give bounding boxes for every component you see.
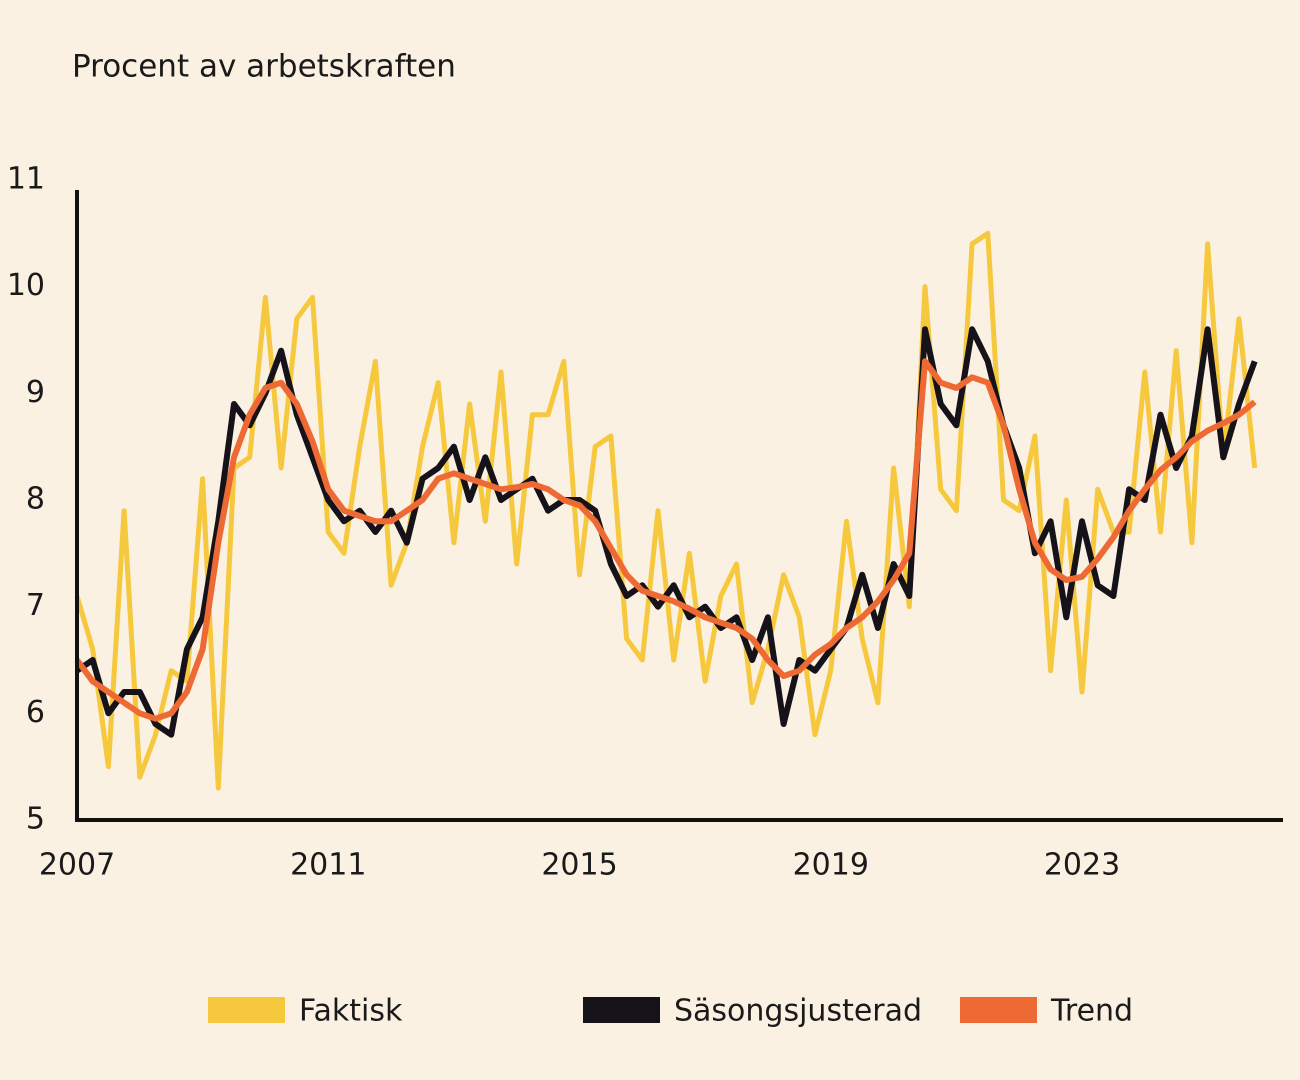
x-tick-label: 2015 xyxy=(541,848,617,883)
y-tick-label: 10 xyxy=(7,268,45,303)
legend-swatch xyxy=(960,997,1037,1023)
x-tick-label: 2011 xyxy=(290,848,366,883)
y-tick-label: 9 xyxy=(26,375,45,410)
y-tick-label: 6 xyxy=(26,695,45,730)
legend-label: Säsongsjusterad xyxy=(674,994,922,1029)
chart-title: Procent av arbetskraften xyxy=(72,49,456,85)
legend-swatch xyxy=(208,997,285,1023)
y-tick-label: 5 xyxy=(26,802,45,837)
y-tick-label: 11 xyxy=(7,162,45,197)
x-tick-label: 2023 xyxy=(1044,848,1120,883)
legend-label: Faktisk xyxy=(299,994,403,1029)
legend-label: Trend xyxy=(1050,994,1133,1029)
y-tick-label: 8 xyxy=(26,482,45,517)
legend-swatch xyxy=(583,997,660,1023)
x-tick-label: 2019 xyxy=(793,848,869,883)
x-tick-label: 2007 xyxy=(39,848,115,883)
series-line xyxy=(74,358,1257,722)
y-tick-label: 7 xyxy=(26,588,45,623)
